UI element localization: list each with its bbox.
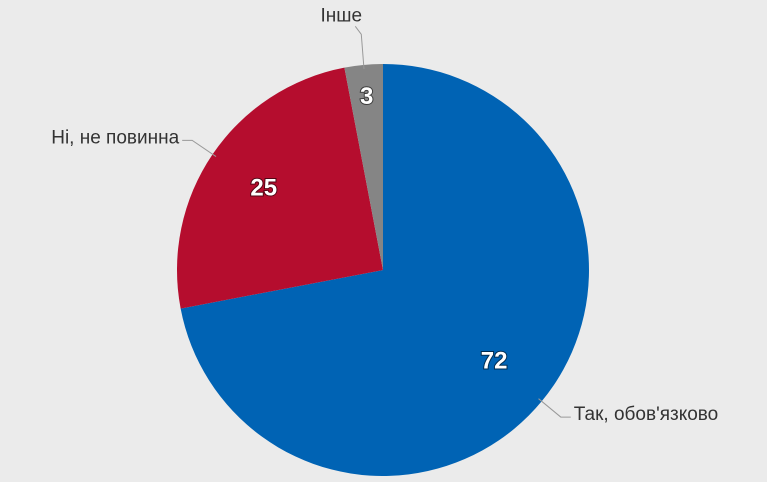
category-label: Інше — [320, 5, 362, 26]
pie-slice — [344, 64, 383, 270]
leader-line — [538, 398, 571, 418]
category-label: Так, обов'язково — [574, 404, 718, 425]
value-label: 72 — [481, 347, 508, 374]
category-label: Ні, не повинна — [51, 127, 179, 148]
leader-line — [354, 26, 365, 70]
value-label: 25 — [250, 174, 277, 201]
pie-slice — [180, 64, 590, 477]
pie-slice — [177, 67, 383, 309]
value-label: 3 — [360, 83, 373, 110]
leader-line — [182, 139, 217, 157]
